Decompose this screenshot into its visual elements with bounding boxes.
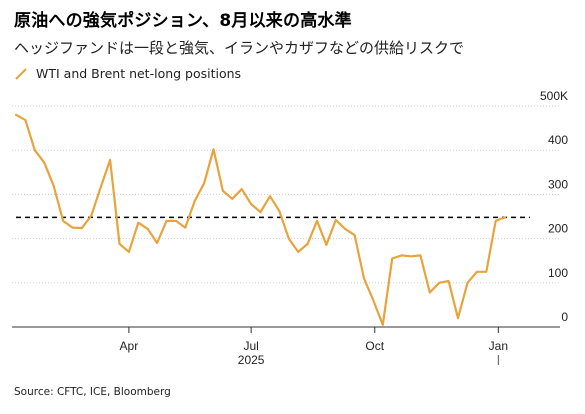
legend-swatch xyxy=(15,67,27,80)
x-tick-label: Jan xyxy=(489,339,508,353)
y-tick-label: 0 xyxy=(561,310,568,324)
x-tick-label: Apr xyxy=(120,339,139,353)
legend-label: WTI and Brent net-long positions xyxy=(36,66,242,81)
y-tick-label: 300 xyxy=(548,177,568,191)
chart-title: 原油への強気ポジション、8月以来の高水準 xyxy=(14,11,352,31)
year-label: 2025 xyxy=(238,353,265,367)
legend: WTI and Brent net-long positions xyxy=(14,66,241,81)
series-line xyxy=(14,113,507,326)
y-tick-label: 100 xyxy=(548,266,568,280)
y-tick-label: 200 xyxy=(548,222,568,236)
x-tick-label: Jul xyxy=(243,339,258,353)
chart-subtitle: ヘッジファンドは一段と強気、イランやカザフなどの供給リスクで xyxy=(14,39,465,57)
y-tick-label: 500K xyxy=(540,89,568,103)
source-note: Source: CFTC, ICE, Bloomberg xyxy=(14,386,171,398)
y-tick-label: 400 xyxy=(548,133,568,147)
x-tick-label: Oct xyxy=(365,339,384,353)
